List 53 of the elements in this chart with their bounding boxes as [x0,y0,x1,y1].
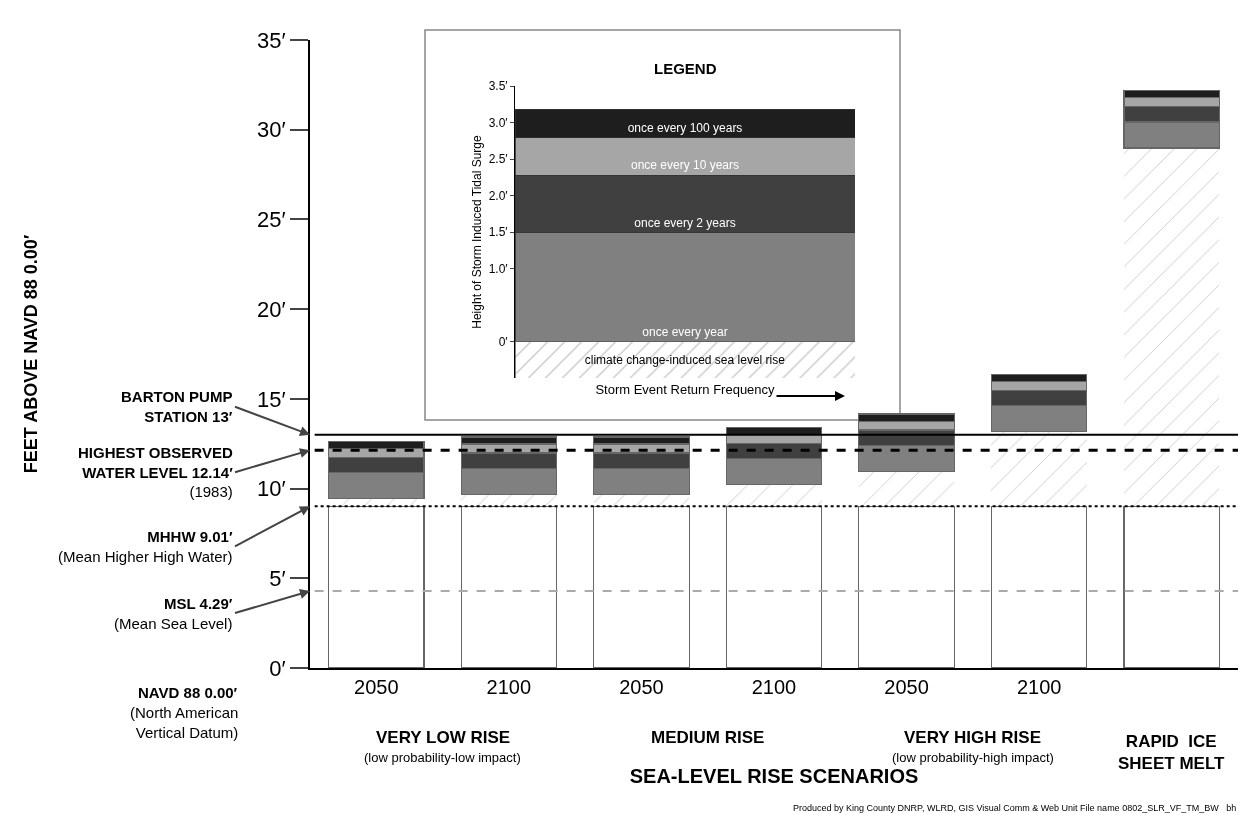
y-tick-label: 2.5′ [488,152,509,167]
text: (low probability-low impact) [364,750,521,765]
ref-line-label: MHHW 9.01′ (Mean Higher High Water) [58,528,233,565]
y-tick-label: 20′ [256,296,286,322]
x-tick-label: 2100 [751,676,797,698]
y-tick-label: 0′ [498,334,509,349]
bar [725,505,823,668]
x-axis-title: Storm Event Return Frequency [595,381,776,397]
chart-title: LEGEND [654,60,717,77]
ref-line-label: MSL 4.29′ (Mean Sea Level) [114,595,233,632]
y-tick-label: 1.5′ [488,225,509,240]
y-tick-label: 30′ [256,117,286,143]
y-tick-label: 5′ [269,565,286,591]
ref-line-label: HIGHEST OBSERVED WATER LEVEL 12.14′ (1983) [78,444,234,500]
series-label: once every 10 years [630,158,740,173]
y-tick-label: 10′ [256,476,286,502]
y-axis-title: FEET ABOVE NAVD 88 0.00′ [20,234,41,474]
text: VERY LOW RISE [376,728,511,747]
series-label: once every 2 years [634,215,736,230]
bar [327,505,425,668]
bar [858,471,955,507]
bar [991,431,1087,507]
bar [726,484,822,507]
x-tick-label: 2050 [354,676,399,698]
text: MEDIUM RISE [651,728,765,747]
x-tick-label: 2050 [884,676,929,698]
text: RAPID ICE SHEET MELT [1118,732,1226,774]
bar [460,505,558,668]
text: Produced by King County DNRP, WLRD, GIS Visual Comm & Web Unit File name 0802_SLR_VF_TM_BW bh [793,803,1237,813]
x-axis-title: SEA-LEVEL RISE SCENARIOS [629,765,919,787]
x-tick-label: 2100 [1016,676,1062,698]
y-tick-label: 3.0′ [488,115,509,130]
x-tick-label: 2100 [486,676,532,698]
bar [858,505,955,668]
bar [990,505,1088,668]
y-tick-label: 25′ [256,207,286,233]
ref-line-label: BARTON PUMP STATION 13′ [121,388,233,425]
y-tick-label: 35′ [256,27,286,53]
y-tick-label: 1.0′ [488,261,509,276]
y-tick-label: 0′ [269,655,286,681]
text: NAVD 88 0.00′ [138,684,238,701]
text: (low probability-high impact) [892,750,1054,765]
series-label: once every year [642,324,728,339]
bar [593,505,690,668]
band-label: climate change-induced sea level rise [584,352,786,367]
x-tick-label: 2050 [619,676,664,698]
y-tick-label: 3.5′ [488,79,509,94]
y-tick-label: 2.0′ [488,188,509,203]
y-tick-label: 15′ [256,386,286,412]
y-axis-title: Height of Storm Induced Tidal Surge [469,134,484,329]
text: (North American Vertical Datum) [130,704,239,741]
text: VERY HIGH RISE [904,728,1041,747]
series-label: once every 100 years [627,120,743,135]
